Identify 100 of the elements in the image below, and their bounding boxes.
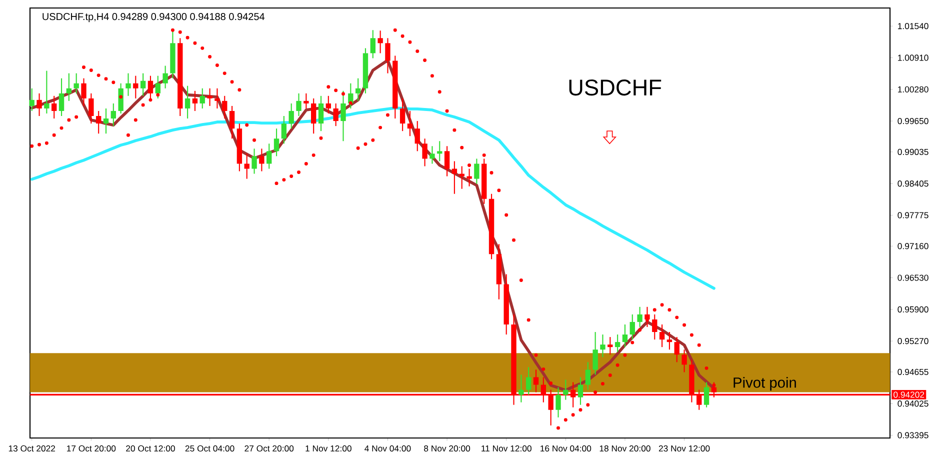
candlestick: [200, 88, 205, 109]
candlestick: [29, 88, 34, 112]
candlestick: [652, 314, 658, 340]
candlestick: [74, 72, 79, 94]
x-tick-label: 25 Oct 04:00: [185, 445, 234, 452]
x-tick-label: 27 Oct 20:00: [244, 445, 294, 452]
candlestick: [592, 331, 598, 376]
candlestick: [400, 98, 406, 132]
candlestick: [666, 331, 672, 350]
x-tick-label: 23 Nov 12:00: [658, 445, 710, 452]
candlestick: [162, 65, 168, 89]
candlestick: [252, 148, 257, 174]
candlestick: [88, 92, 94, 124]
y-tick-label: 0.94655: [898, 368, 928, 376]
candlestick: [637, 306, 642, 328]
candlestick: [674, 336, 680, 363]
candlestick: [370, 30, 376, 59]
y-tick-label: 1.00910: [898, 54, 928, 61]
candlestick: [704, 382, 710, 408]
candlestick: [118, 82, 124, 114]
candlestick: [385, 38, 390, 74]
candlestick: [96, 110, 102, 134]
y-tick-label: 1.00280: [898, 86, 928, 92]
candlestick: [407, 110, 413, 137]
candlestick: [422, 138, 428, 167]
candlestick: [355, 78, 361, 102]
x-tick-label: 16 Nov 04:00: [540, 445, 592, 452]
candlestick: [310, 98, 316, 134]
candlestick: [644, 306, 650, 328]
y-tick-label: 0.97775: [898, 212, 928, 218]
annotation: USDCHF: [569, 80, 662, 96]
chart-title: USDCHF.tp,H4 0.94289 0.94300 0.94188 0.94254: [42, 13, 265, 22]
y-tick-label: 0.97160: [898, 243, 928, 250]
candlestick: [103, 108, 109, 134]
candlestick: [266, 143, 272, 170]
candlestick: [133, 75, 138, 99]
y-tick-label: 0.96530: [898, 274, 928, 281]
candlestick: [518, 374, 524, 403]
candlestick: [682, 349, 687, 373]
candlestick: [474, 158, 480, 184]
candlestick: [414, 120, 420, 152]
y-tick-label: 1.01540: [898, 23, 928, 30]
candlestick: [578, 376, 584, 406]
candlestick: [281, 115, 287, 144]
candlestick: [326, 95, 332, 114]
candlestick: [207, 88, 212, 106]
y-tick-label: 0.98405: [898, 180, 928, 187]
candlestick: [58, 78, 64, 117]
candlestick: [348, 82, 354, 109]
candlestick: [44, 70, 50, 114]
y-tick-label: 0.93395: [898, 432, 928, 438]
candlestick: [622, 324, 628, 348]
candlestick: [585, 362, 590, 390]
candlestick: [259, 148, 264, 172]
x-tick-label: 18 Nov 20:00: [600, 445, 650, 452]
x-tick-label: 8 Nov 20:00: [424, 445, 470, 452]
candlestick: [148, 75, 154, 102]
y-tick-label: 0.95900: [898, 306, 928, 312]
x-tick-label: 17 Oct 20:00: [67, 445, 116, 452]
candlestick: [659, 324, 665, 348]
candlestick: [563, 379, 568, 400]
ref-line-label: 0.94202: [894, 392, 924, 398]
x-tick-label: 11 Nov 12:00: [482, 445, 532, 452]
candlestick: [288, 102, 294, 130]
y-tick-label: 0.94025: [898, 400, 928, 407]
y-tick-label: 0.99650: [898, 118, 928, 124]
candlestick: [630, 314, 635, 340]
candlestick: [556, 386, 561, 418]
candlestick: [274, 128, 280, 157]
candlestick: [126, 72, 131, 96]
candlestick: [192, 90, 198, 112]
band-label: Pivot poin: [734, 377, 796, 391]
candlestick: [81, 78, 86, 106]
candlestick: [459, 166, 464, 190]
x-tick-label: 4 Nov 04:00: [364, 445, 411, 452]
candlestick: [318, 95, 324, 132]
candlestick: [333, 102, 338, 127]
candlestick: [378, 30, 383, 54]
candlestick: [244, 153, 250, 180]
x-tick-label: 13 Oct 2022: [8, 445, 56, 452]
candlestick: [600, 334, 606, 358]
candlestick: [437, 140, 442, 162]
candlestick: [526, 366, 532, 396]
candlestick: [614, 334, 620, 353]
candlestick: [444, 146, 450, 177]
candlestick: [608, 336, 613, 356]
candlestick: [214, 88, 220, 109]
candlestick: [140, 72, 146, 96]
candlestick: [66, 72, 72, 102]
x-tick-label: 20 Oct 12:00: [126, 445, 175, 452]
candlestick: [296, 92, 302, 117]
x-tick-label: 1 Nov 12:00: [306, 445, 352, 452]
candlestick: [110, 102, 116, 127]
y-tick-label: 0.99035: [898, 148, 928, 155]
y-tick-label: 0.95270: [898, 338, 928, 344]
candlestick: [36, 92, 42, 117]
candlestick: [229, 105, 235, 140]
candlestick: [52, 95, 57, 120]
candlestick: [184, 85, 190, 120]
candlestick: [340, 90, 346, 142]
